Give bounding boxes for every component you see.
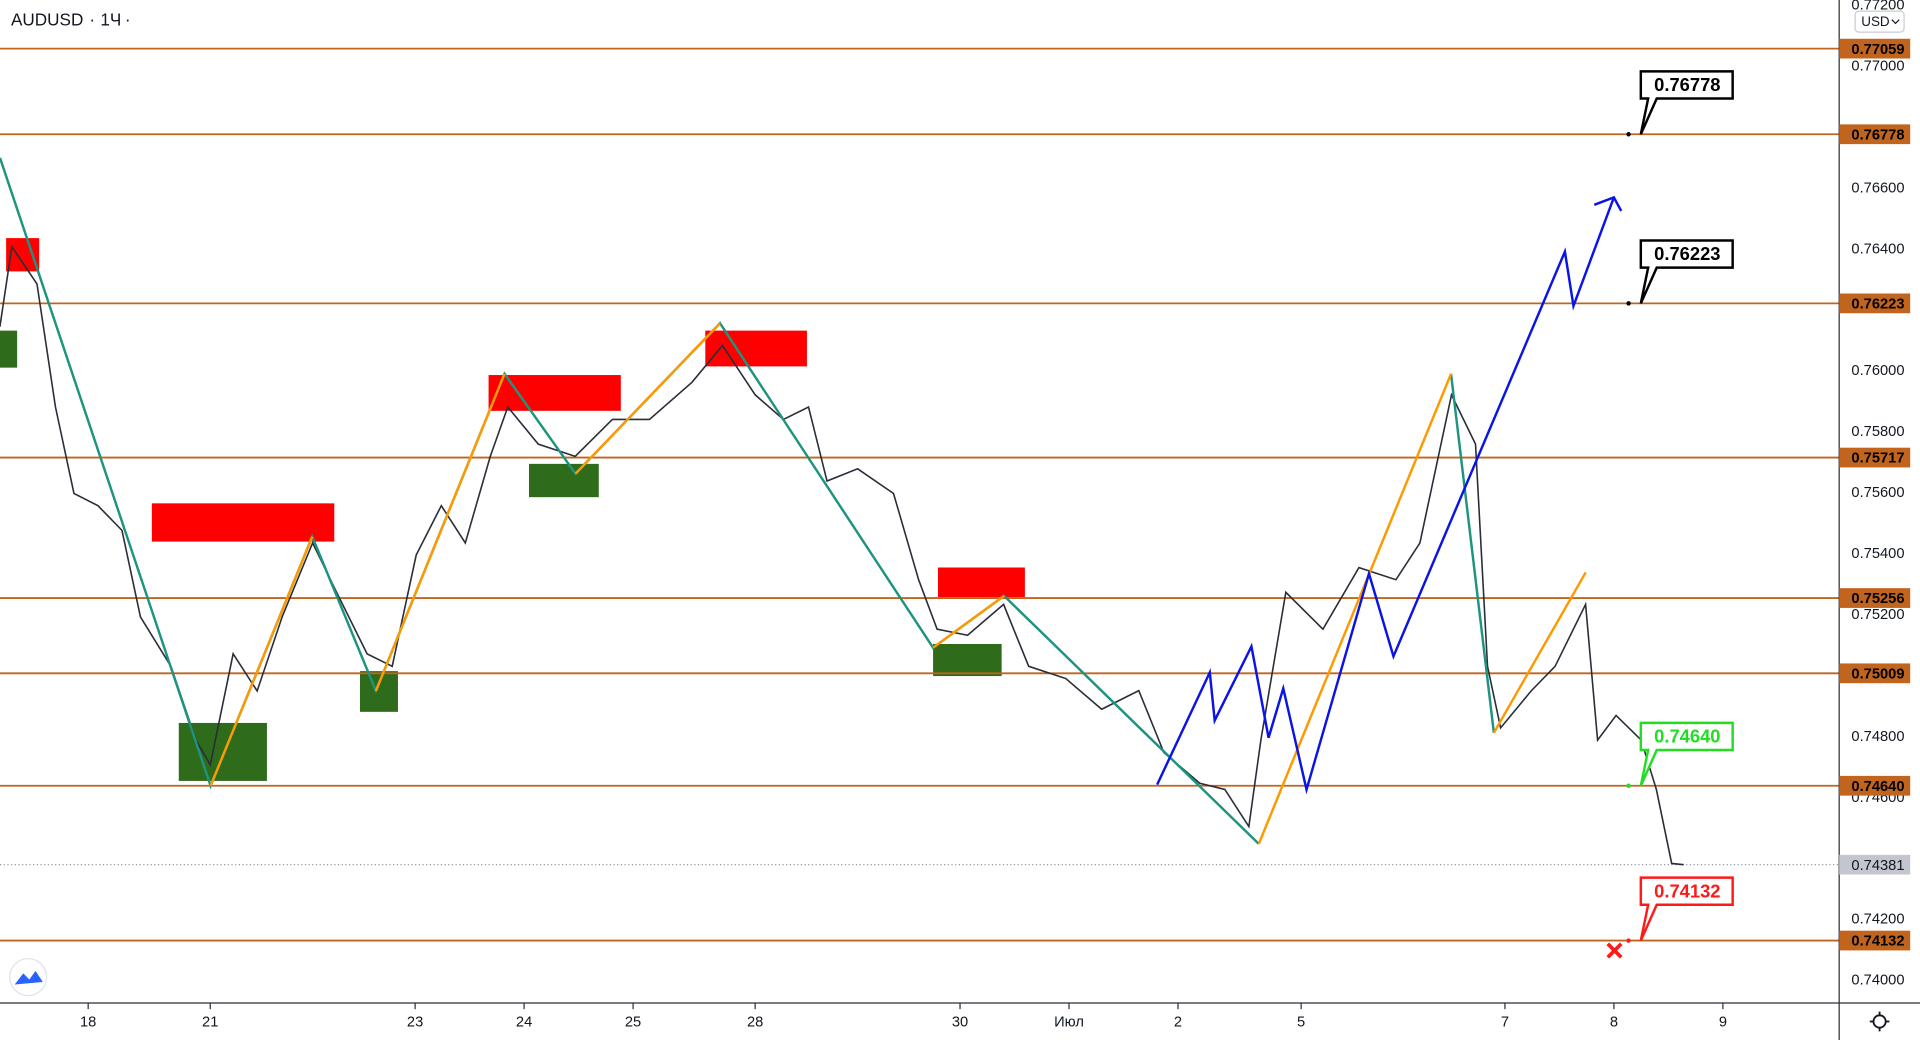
x-tick-label: 2	[1174, 1015, 1182, 1031]
callout-anchor	[1626, 132, 1631, 137]
wave-line	[209, 536, 314, 787]
price-series	[0, 244, 1684, 866]
y-tick-label: 0.74800	[1851, 729, 1904, 745]
separator: ·	[125, 9, 131, 29]
level-axis-box	[1839, 293, 1911, 314]
symbol: AUDUSD	[11, 9, 83, 29]
wave-line	[1449, 373, 1496, 733]
level-axis-label: 0.76778	[1851, 127, 1904, 143]
axis-level-labels: 0.77059 0.76778 0.76223 0.75717 0.75256 0.750…	[1839, 38, 1911, 951]
x-tick-label: 23	[407, 1015, 423, 1031]
last-price-box	[1839, 854, 1911, 875]
callout-box	[1639, 70, 1734, 135]
callout-label: 0.76223	[1654, 243, 1720, 264]
x-tick-label: 9	[1719, 1015, 1727, 1031]
callout-box	[1639, 876, 1734, 942]
level-axis-box	[1839, 447, 1911, 468]
x-tick-label: 18	[80, 1015, 96, 1031]
y-tick-label: 0.75800	[1851, 424, 1904, 440]
y-tick-label: 0.76000	[1851, 363, 1904, 379]
y-tick-label: 0.77200	[1851, 0, 1904, 14]
y-tick-label: 0.76600	[1851, 180, 1904, 196]
x-tick-label: 5	[1297, 1015, 1305, 1031]
supply-zone	[937, 567, 1025, 598]
level-axis-label: 0.75717	[1851, 451, 1904, 467]
wave-line	[574, 322, 721, 475]
demand-zone	[0, 330, 18, 368]
y-tick-label: 0.75600	[1851, 485, 1904, 501]
stop-cross	[1606, 942, 1623, 959]
logo[interactable]	[14, 970, 43, 985]
level-axis-box	[1839, 663, 1911, 684]
currency[interactable]: USD	[1861, 14, 1890, 29]
forecast-line	[1156, 196, 1616, 795]
level-axis-box	[1839, 38, 1911, 59]
logo-bg[interactable]	[9, 957, 48, 997]
x-tick-label: Июл	[1054, 1015, 1084, 1031]
level-axis-label: 0.74132	[1851, 934, 1904, 950]
level-axis-label: 0.75009	[1851, 666, 1904, 682]
wave-line	[1492, 571, 1587, 734]
separator: ·	[89, 9, 95, 29]
callout-anchor	[1626, 301, 1631, 306]
callout-anchor	[1626, 783, 1631, 788]
ticks: 0.77200 0.77000 0.76600 0.76400 0.76000 0.758…	[80, 0, 1904, 1031]
y-tick-label: 0.76400	[1851, 241, 1904, 257]
settings-icon-teeth[interactable]	[1869, 1011, 1890, 1032]
callout-box	[1639, 239, 1734, 304]
callout-anchor	[1626, 938, 1631, 943]
wave-line	[1257, 373, 1453, 845]
level-axis-box	[1839, 124, 1911, 145]
zones	[0, 238, 1025, 781]
supply-zone	[151, 503, 335, 542]
demand-zone	[360, 671, 398, 712]
supply-zone	[705, 330, 807, 367]
level-axis-label: 0.74640	[1851, 779, 1904, 795]
forecast-arrow	[1593, 195, 1623, 212]
callout-label: 0.74640	[1654, 725, 1720, 746]
level-axis-box	[1839, 930, 1911, 951]
y-tick-label: 0.75400	[1851, 546, 1904, 562]
callout-label: 0.74132	[1654, 880, 1720, 901]
callout-box	[1639, 721, 1734, 787]
level-axis-label: 0.76223	[1851, 296, 1904, 312]
callouts: 0.76778 0.76223 0.74640 0.74132	[1626, 70, 1734, 943]
wave-line	[374, 373, 506, 692]
last-price-label: 0.74381	[1851, 858, 1904, 874]
x-tick-label: 21	[202, 1015, 218, 1031]
price-axis-bg	[1839, 0, 1920, 1040]
currency-caret	[1891, 19, 1900, 25]
x-tick-label: 25	[625, 1015, 641, 1031]
level-axis-box	[1839, 588, 1911, 608]
drawings	[0, 157, 1623, 959]
y-tick-label: 0.77000	[1851, 58, 1904, 74]
callout-label: 0.76778	[1654, 74, 1720, 95]
level-axis-label: 0.75256	[1851, 591, 1904, 607]
currency-button[interactable]	[1854, 10, 1905, 33]
wave-line	[932, 594, 1005, 649]
demand-zone	[528, 463, 599, 498]
x-tick-label: 7	[1501, 1015, 1509, 1031]
y-tick-label: 0.74000	[1851, 973, 1904, 989]
x-tick-label: 28	[747, 1015, 763, 1031]
level-axis-box	[1839, 775, 1911, 796]
x-tick-label: 30	[952, 1015, 968, 1031]
y-tick-label: 0.74200	[1851, 912, 1904, 928]
x-tick-label: 8	[1610, 1015, 1618, 1031]
demand-zone	[933, 643, 1002, 677]
price-line	[0, 244, 1684, 866]
interval: 1Ч	[100, 9, 121, 29]
y-tick-label: 0.75200	[1851, 607, 1904, 623]
x-tick-label: 24	[516, 1015, 532, 1031]
cross-stroke	[1606, 942, 1623, 959]
level-axis-label: 0.77059	[1851, 42, 1904, 58]
levels	[0, 47, 1840, 942]
